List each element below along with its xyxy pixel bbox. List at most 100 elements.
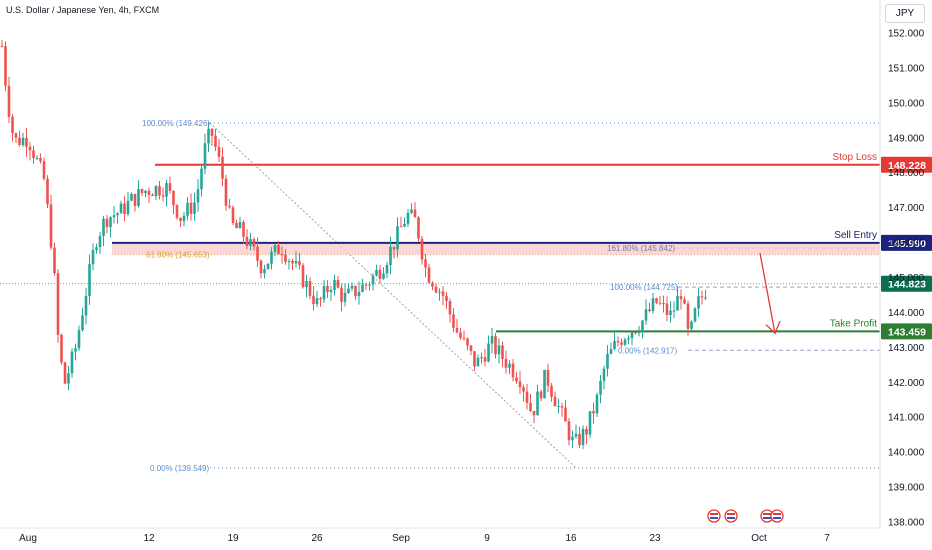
candle-down (648, 309, 651, 312)
price-tick-label: 147.000 (888, 203, 925, 214)
sell-entry-zone (112, 242, 880, 255)
candle-up (581, 428, 585, 446)
candlestick-series (0, 40, 707, 450)
candle-down (28, 146, 32, 151)
candle-down (445, 295, 448, 302)
candle-down (620, 342, 623, 345)
candle-down (518, 381, 522, 388)
fib-level-label: 0.00% (139.549) (150, 464, 209, 473)
level-labels: 100.00% (149.426) 61.80% (145.653) 0.00% (… (142, 119, 932, 473)
price-tick-label: 138.000 (888, 518, 925, 529)
candle-down (217, 147, 221, 157)
candle-up (627, 338, 630, 340)
candle-up (476, 357, 480, 367)
candle-down (700, 296, 704, 298)
candle-up (480, 357, 483, 359)
stop-loss-label: Stop Loss (833, 152, 877, 163)
candle-down (0, 45, 4, 47)
candle-up (375, 269, 378, 276)
candle-down (147, 190, 151, 195)
candle-up (130, 193, 133, 201)
candle-down (522, 387, 525, 392)
candle-up (508, 363, 511, 368)
candle-down (7, 85, 11, 117)
event-flag-stripe-icon (763, 517, 771, 519)
candle-down (63, 362, 67, 384)
candle-down (308, 281, 312, 296)
candle-down (679, 296, 683, 300)
candle-down (326, 286, 329, 293)
candle-down (340, 287, 343, 302)
candle-down (140, 189, 144, 194)
candle-down (18, 137, 21, 146)
candle-down (466, 338, 469, 346)
candle-down (336, 279, 340, 288)
candle-down (284, 254, 287, 262)
candle-up (67, 373, 70, 384)
candle-up (203, 143, 207, 169)
candle-down (683, 299, 686, 304)
currency-selector-button[interactable]: JPY (885, 4, 925, 23)
candle-up (74, 348, 77, 352)
candle-down (133, 193, 137, 206)
candle-down (46, 178, 49, 205)
sell-entry-price-text: 145.990 (888, 238, 926, 250)
candle-down (42, 161, 46, 179)
candle-up (623, 339, 627, 345)
candle-down (455, 327, 459, 333)
time-tick-label: 19 (227, 533, 239, 544)
candle-up (382, 273, 385, 279)
candle-up (91, 250, 95, 265)
candle-up (385, 264, 389, 274)
candle-down (434, 286, 438, 293)
candle-up (70, 351, 74, 374)
candle-up (543, 369, 546, 399)
price-tick-label: 152.000 (888, 29, 925, 40)
candle-down (413, 209, 417, 218)
candle-up (609, 349, 613, 354)
candle-down (319, 298, 322, 300)
candle-up (497, 345, 501, 355)
candle-down (431, 282, 434, 287)
candle-down (567, 421, 571, 441)
candle-up (350, 285, 354, 289)
candle-down (123, 203, 126, 215)
price-tick-label: 144.000 (888, 308, 925, 319)
candle-down (301, 265, 305, 288)
candle-up (273, 245, 277, 252)
candle-down (158, 186, 161, 196)
candle-down (151, 194, 154, 197)
candle-up (182, 215, 186, 221)
price-tick-label: 148.000 (888, 168, 925, 179)
candle-down (634, 332, 637, 334)
event-flag-icon (707, 509, 721, 523)
candle-up (88, 264, 91, 296)
event-flag-stripe-icon (710, 517, 718, 519)
take-profit-price-tag (881, 323, 932, 340)
sell-entry-label: Sell Entry (834, 230, 877, 241)
candle-up (109, 217, 112, 228)
candle-up (154, 186, 158, 197)
candle-up (315, 298, 319, 305)
candle-down (378, 269, 382, 279)
candle-up (389, 246, 392, 265)
candle-down (259, 260, 263, 274)
candle-up (343, 292, 347, 302)
candle-down (32, 150, 35, 159)
time-tick-label: 16 (565, 533, 577, 544)
event-flag-stripe-icon (710, 513, 718, 515)
candle-up (672, 310, 676, 312)
sell-entry-price-tag (881, 234, 932, 251)
candle-down (459, 332, 462, 338)
candle-down (179, 217, 182, 221)
candle-up (193, 202, 196, 214)
candle-down (392, 246, 396, 250)
price-tick-label: 139.000 (888, 483, 925, 494)
candle-up (95, 247, 98, 251)
event-flag-icon (724, 509, 738, 523)
candle-down (298, 261, 301, 266)
candle-down (364, 284, 368, 286)
forecast-arrow-shaft (759, 252, 776, 334)
